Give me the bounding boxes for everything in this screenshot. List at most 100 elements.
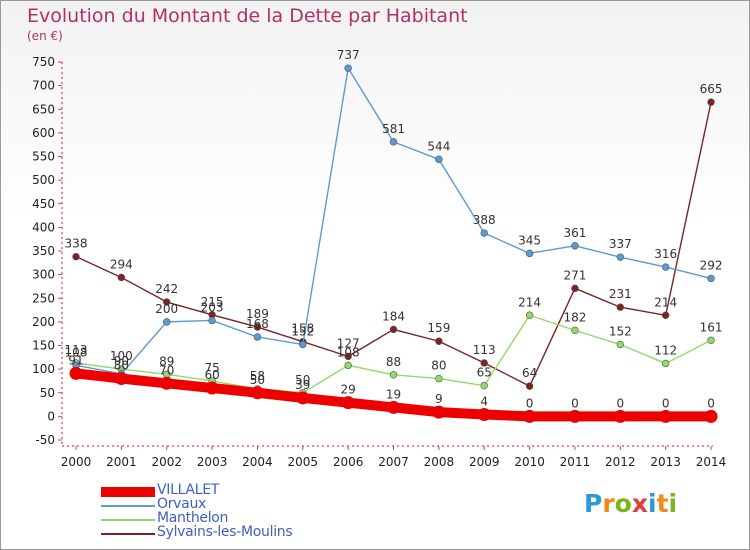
data-label: 316 [654, 247, 677, 261]
data-point [72, 252, 80, 261]
data-point [344, 352, 352, 361]
data-label: 337 [609, 237, 632, 251]
data-point [387, 400, 401, 414]
data-point [525, 311, 534, 319]
y-tick-label: 650 [32, 102, 55, 116]
data-label: 581 [382, 122, 405, 136]
data-label: 100 [110, 349, 133, 363]
data-label: 4 [480, 394, 488, 408]
data-label: 65 [477, 366, 492, 380]
legend-label: Orvaux [157, 496, 206, 512]
x-tick-label: 2012 [605, 455, 636, 469]
x-tick-label: 2009 [469, 455, 500, 469]
data-label: 158 [291, 322, 314, 336]
legend-swatch [101, 533, 155, 535]
data-label: 58 [250, 369, 265, 383]
series-layer [69, 64, 718, 423]
data-point [435, 337, 443, 345]
data-label: 9 [435, 392, 443, 406]
data-point [659, 409, 673, 423]
y-tick-label: 150 [32, 339, 55, 353]
legend-item: Manthelon [101, 510, 361, 527]
data-label: 108 [65, 345, 88, 359]
x-tick-label: 2005 [288, 455, 319, 469]
x-tick-label: 2014 [696, 455, 727, 469]
data-label: 0 [526, 396, 534, 410]
x-tick-label: 2000 [61, 455, 92, 469]
data-label: 294 [110, 257, 133, 271]
data-point [571, 284, 579, 293]
data-label: 75 [204, 361, 219, 375]
data-point [435, 374, 443, 383]
data-point [117, 273, 126, 282]
data-label: 91 [68, 353, 83, 367]
y-tick-label: -50 [35, 433, 55, 447]
data-label: 60 [204, 368, 219, 382]
legend-label: Manthelon [157, 510, 229, 526]
x-tick-label: 2004 [242, 455, 273, 469]
data-label: 388 [473, 213, 496, 227]
data-point [69, 366, 83, 380]
legend-label: VILLALET [157, 482, 220, 498]
data-label: 29 [341, 383, 356, 397]
data-label: 361 [564, 226, 587, 240]
data-point [477, 407, 491, 421]
data-label: 39 [295, 378, 310, 392]
data-point [568, 409, 582, 423]
data-point [525, 249, 534, 258]
data-label: 292 [700, 258, 723, 272]
data-point [661, 359, 670, 368]
y-tick-label: 400 [32, 220, 55, 234]
x-tick-label: 2002 [151, 455, 182, 469]
data-point [613, 409, 627, 423]
legend: VILLALET Orvaux Manthelon Sylvains-les-Moul… [101, 482, 361, 541]
y-tick-label: 350 [32, 244, 55, 258]
data-label: 338 [65, 237, 88, 251]
data-point [661, 263, 670, 271]
data-label: 214 [654, 295, 677, 309]
data-label: 184 [382, 309, 405, 323]
data-label: 112 [654, 343, 677, 357]
data-point [616, 303, 625, 311]
y-tick-label: 250 [32, 291, 55, 305]
data-point [160, 376, 174, 390]
data-point [250, 386, 264, 400]
data-point [163, 298, 171, 306]
data-label: 64 [522, 366, 537, 380]
data-point [205, 381, 219, 395]
data-point [299, 340, 307, 349]
y-tick-label: 0 [47, 409, 55, 423]
data-point [432, 405, 446, 419]
data-label: 200 [155, 302, 178, 316]
data-point [707, 98, 715, 106]
chart-subtitle: (en €) [27, 29, 63, 43]
x-tick-label: 2006 [333, 455, 364, 469]
legend-swatch [101, 487, 155, 497]
data-point [163, 318, 171, 326]
data-point [435, 155, 443, 164]
data-point [616, 340, 625, 349]
legend-item: Sylvains-les-Moulins [101, 524, 361, 541]
data-point [114, 372, 128, 386]
x-tick-label: 2008 [424, 455, 455, 469]
data-point [661, 311, 670, 319]
data-point [480, 359, 488, 367]
data-point [523, 409, 537, 423]
data-label: 665 [700, 82, 723, 96]
legend-item: Orvaux [101, 496, 361, 513]
data-label: 242 [155, 282, 178, 296]
data-label: 0 [571, 396, 579, 410]
x-tick-label: 2010 [514, 455, 545, 469]
data-label: 152 [291, 325, 314, 339]
x-tick-label: 2013 [650, 455, 681, 469]
data-label: 0 [616, 396, 624, 410]
y-tick-label: 600 [32, 126, 55, 140]
data-label: 345 [518, 233, 541, 247]
data-label: 108 [337, 345, 360, 359]
y-tick-label: 750 [32, 55, 55, 69]
data-label: 182 [564, 310, 587, 324]
y-tick-label: 100 [32, 362, 55, 376]
y-tick-label: 700 [32, 79, 55, 93]
